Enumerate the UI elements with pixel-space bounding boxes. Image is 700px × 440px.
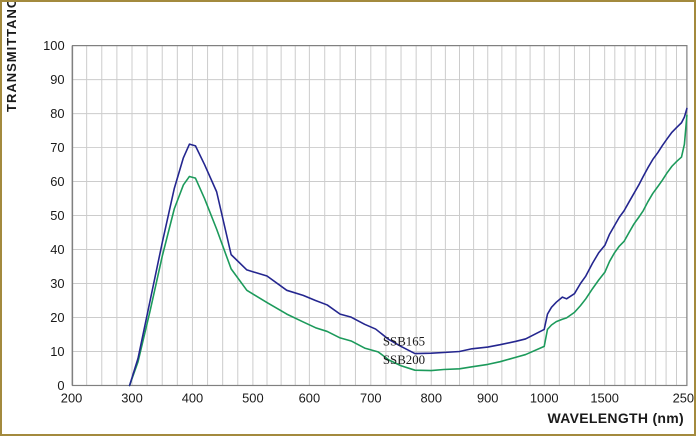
svg-text:60: 60 bbox=[50, 174, 64, 189]
svg-text:400: 400 bbox=[182, 390, 203, 405]
svg-text:30: 30 bbox=[50, 276, 64, 291]
svg-text:40: 40 bbox=[50, 242, 64, 257]
svg-text:1000: 1000 bbox=[530, 390, 559, 405]
svg-text:50: 50 bbox=[50, 208, 64, 223]
svg-text:300: 300 bbox=[121, 390, 142, 405]
svg-text:90: 90 bbox=[50, 72, 64, 87]
svg-text:600: 600 bbox=[299, 390, 320, 405]
svg-text:900: 900 bbox=[477, 390, 498, 405]
svg-text:100: 100 bbox=[43, 38, 64, 53]
svg-text:1500: 1500 bbox=[590, 390, 619, 405]
svg-text:20: 20 bbox=[50, 310, 64, 325]
svg-text:SSB200: SSB200 bbox=[383, 353, 425, 367]
svg-text:700: 700 bbox=[360, 390, 381, 405]
svg-text:500: 500 bbox=[242, 390, 263, 405]
svg-text:80: 80 bbox=[50, 106, 64, 121]
svg-text:SSB165: SSB165 bbox=[383, 335, 425, 349]
svg-text:70: 70 bbox=[50, 140, 64, 155]
svg-text:0: 0 bbox=[57, 378, 64, 393]
svg-text:10: 10 bbox=[50, 344, 64, 359]
svg-text:800: 800 bbox=[421, 390, 442, 405]
